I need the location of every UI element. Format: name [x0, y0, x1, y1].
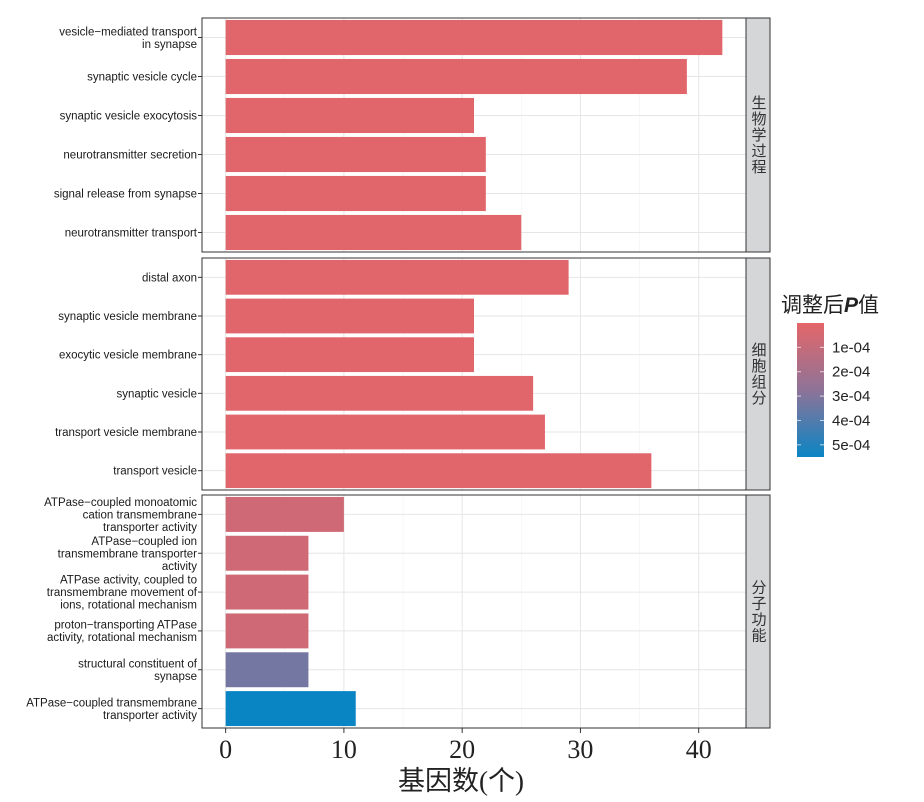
y-tick-label: distal axon: [142, 272, 197, 284]
bar: [225, 496, 344, 532]
legend-tick-label: 2e-04: [832, 364, 870, 381]
x-tick-label: 40: [686, 735, 712, 764]
bar: [225, 337, 474, 373]
y-tick-label: synaptic vesicle exocytosis: [60, 111, 198, 123]
facet-panel: vesicle−mediated transport in synapse syna…: [54, 17, 771, 253]
bar: [225, 19, 723, 56]
bar: [225, 453, 652, 489]
y-tick-label: vesicle−mediated transport in synapse: [59, 26, 198, 51]
bar: [225, 58, 687, 95]
x-tick-label: 10: [331, 735, 357, 764]
facet-strip-label: 生物学过程: [750, 95, 767, 175]
x-tick-label: 30: [567, 735, 593, 764]
y-tick-label: ATPase−coupled monoatomic cation transmem…: [44, 497, 197, 534]
y-tick-label: proton−transporting ATPase activity, rota…: [47, 620, 197, 645]
bar: [225, 214, 522, 251]
bar: [225, 259, 569, 295]
facet-strip: [745, 494, 771, 729]
facet-strip: [745, 17, 771, 253]
y-tick-label: neurotransmitter secretion: [63, 150, 197, 162]
bar: [225, 175, 486, 212]
legend-colorbar: [797, 323, 824, 457]
bar: [225, 375, 534, 411]
bar: [225, 574, 309, 610]
y-tick-label: ATPase activity, coupled to transmembrane…: [47, 575, 198, 612]
facet-panel: distal axon synaptic vesicle membrane exoc…: [55, 257, 771, 491]
y-tick-label: neurotransmitter transport: [65, 228, 198, 240]
y-tick-label: synaptic vesicle: [116, 388, 197, 400]
bar: [225, 414, 545, 450]
y-tick-label: transport vesicle: [113, 466, 197, 478]
facet-strip-label: 分子功能: [750, 580, 767, 644]
y-tick-label: exocytic vesicle membrane: [59, 350, 197, 362]
y-tick-label: transport vesicle membrane: [55, 427, 197, 439]
bar: [225, 136, 486, 173]
facet-panel: ATPase−coupled monoatomic cation transmem…: [26, 494, 771, 729]
y-tick-label: ATPase−coupled transmembrane transporter …: [26, 697, 197, 722]
x-tick-label: 20: [449, 735, 475, 764]
legend-tick-label: 4e-04: [832, 412, 870, 429]
bar: [225, 613, 309, 649]
facet-strip: [745, 257, 771, 491]
bar: [225, 97, 474, 134]
bar: [225, 691, 356, 727]
legend-title: 调整后P值: [781, 294, 879, 317]
x-tick-label: 0: [219, 735, 232, 764]
facet-strip-label: 细胞组分: [750, 342, 767, 406]
y-tick-label: structural constituent of synapse: [78, 659, 198, 684]
legend-tick-label: 1e-04: [832, 339, 870, 356]
bar: [225, 298, 474, 334]
legend-tick-label: 5e-04: [832, 437, 870, 454]
legend-tick-label: 3e-04: [832, 388, 870, 405]
y-tick-label: ATPase−coupled ion transmembrane transpor…: [58, 536, 198, 573]
y-tick-label: synaptic vesicle cycle: [87, 72, 197, 84]
bar: [225, 652, 309, 688]
y-tick-label: synaptic vesicle membrane: [58, 311, 197, 323]
x-axis-title: 基因数(个): [398, 766, 524, 796]
bar: [225, 535, 309, 571]
legend: 调整后P值 1e-04 2e-04 3e-04 4e-04 5e-04: [781, 294, 879, 457]
y-tick-label: signal release from synapse: [54, 189, 197, 201]
